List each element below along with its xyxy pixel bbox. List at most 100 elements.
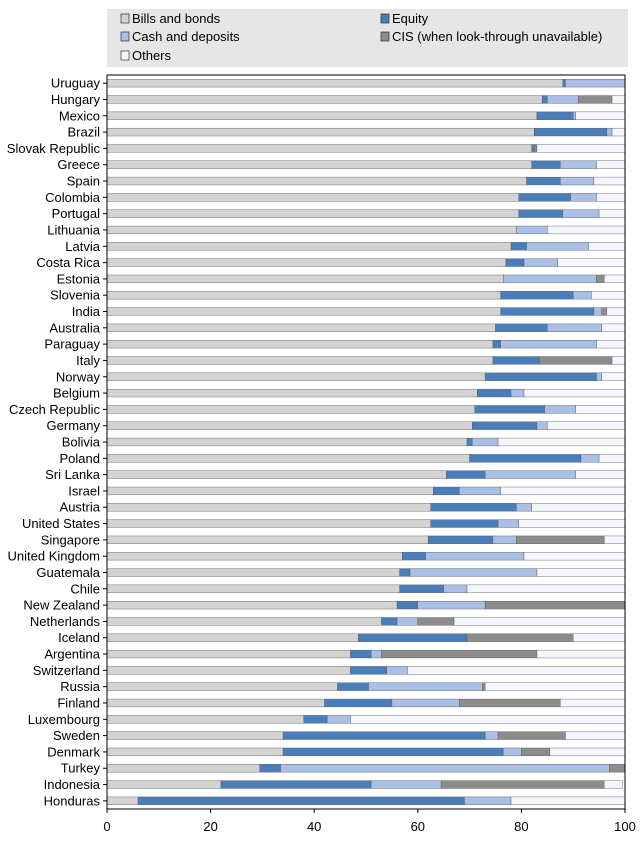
bar-segment-others-19 (523, 388, 626, 398)
bar-segment-others-41 (549, 747, 626, 757)
bar-segment-bills-and-bonds-29 (106, 552, 403, 561)
legend-swatch-3 (380, 31, 390, 42)
bar-segment-cash-and-deposits-31 (443, 584, 468, 593)
bar-segment-equity-13 (500, 291, 574, 300)
bar-segment-bills-and-bonds-12 (106, 274, 504, 284)
category-label: Argentina (44, 647, 100, 662)
category-label: Sri Lanka (45, 467, 101, 482)
bar-segment-cash-and-deposits-25 (459, 486, 501, 496)
bar-segment-bills-and-bonds-13 (106, 291, 501, 300)
bar-segment-cash-and-deposits-24 (484, 470, 576, 479)
bar-segment-others-23 (598, 454, 626, 463)
bar-segment-equity-35 (350, 649, 372, 659)
category-label: Uruguay (51, 76, 101, 91)
category-label: Germany (47, 418, 101, 433)
category-label: Belgium (53, 386, 100, 401)
bar-segment-bills-and-bonds-7 (106, 193, 520, 202)
bar-segment-bills-and-bonds-44 (106, 796, 139, 805)
bar-segment-cis-when-look-through-unavailable--35 (381, 649, 538, 659)
bar-segment-equity-4 (531, 144, 535, 153)
bar-segment-cash-and-deposits-19 (510, 388, 525, 398)
bar-segment-cis-when-look-through-unavailable--28 (516, 535, 605, 544)
bar-segment-cash-and-deposits-36 (386, 666, 408, 675)
bar-segment-others-38 (560, 698, 626, 708)
bar-segment-others-21 (547, 421, 626, 430)
bar-segment-bills-and-bonds-17 (106, 356, 494, 365)
bar-segment-bills-and-bonds-43 (106, 780, 222, 789)
bar-segment-others-12 (604, 274, 626, 284)
bar-segment-cash-and-deposits-7 (570, 193, 597, 202)
bar-segment-others-37 (484, 682, 626, 691)
bar-segment-others-29 (523, 552, 626, 561)
bar-segment-cash-and-deposits-13 (573, 291, 592, 300)
bar-segment-others-5 (596, 160, 626, 169)
category-label: Hungary (51, 92, 101, 107)
bar-segment-bills-and-bonds-30 (106, 568, 400, 577)
category-label: Poland (60, 451, 100, 466)
legend-label-4: Others (132, 48, 172, 63)
bar-segment-bills-and-bonds-11 (106, 258, 507, 267)
bar-segment-bills-and-bonds-33 (106, 617, 382, 626)
bar-segment-bills-and-bonds-40 (106, 731, 284, 740)
bar-segment-cis-when-look-through-unavailable--41 (521, 747, 551, 757)
bar-segment-bills-and-bonds-21 (106, 421, 473, 430)
category-label: United Kingdom (8, 549, 101, 564)
bar-segment-equity-18 (484, 372, 597, 381)
category-label: Estonia (57, 271, 101, 286)
category-label: Singapore (41, 532, 100, 547)
bar-segment-others-27 (518, 519, 626, 528)
bar-segment-cash-and-deposits-2 (573, 111, 576, 120)
bar-segment-bills-and-bonds-39 (106, 715, 305, 724)
bar-segment-cash-and-deposits-22 (471, 437, 499, 447)
bar-segment-equity-10 (510, 242, 527, 251)
bar-segment-others-2 (575, 111, 626, 120)
bar-segment-equity-22 (466, 437, 473, 447)
bar-segment-others-3 (611, 127, 626, 137)
bar-segment-cash-and-deposits-29 (425, 552, 525, 561)
bar-segment-bills-and-bonds-27 (106, 519, 431, 528)
category-label: Portugal (52, 206, 101, 221)
bar-segment-equity-16 (492, 340, 501, 349)
bar-segment-others-14 (606, 307, 626, 316)
bar-segment-cash-and-deposits-32 (417, 600, 486, 610)
bar-segment-bills-and-bonds-15 (106, 323, 496, 332)
category-label: Paraguay (44, 337, 100, 352)
bar-segment-others-39 (350, 715, 626, 724)
bar-segment-cash-and-deposits-16 (500, 340, 597, 349)
category-label: Australia (49, 320, 100, 335)
bar-segment-cash-and-deposits-3 (606, 127, 613, 137)
bar-segment-cash-and-deposits-10 (526, 242, 589, 251)
category-label: Finland (57, 695, 100, 710)
bar-segment-equity-26 (430, 503, 517, 512)
bar-segment-others-44 (510, 796, 626, 805)
bar-segment-others-28 (604, 535, 626, 544)
bar-segment-equity-30 (399, 568, 411, 577)
legend-label-0: Bills and bonds (132, 11, 221, 26)
bar-segment-cash-and-deposits-38 (391, 698, 460, 708)
bar-segment-cash-and-deposits-9 (516, 225, 548, 235)
bar-segment-bills-and-bonds-5 (106, 160, 532, 169)
bar-segment-bills-and-bonds-20 (106, 405, 475, 414)
bar-segment-bills-and-bonds-36 (106, 666, 351, 675)
bar-segment-cis-when-look-through-unavailable--33 (417, 617, 455, 626)
bar-segment-others-24 (575, 470, 626, 479)
bar-segment-equity-7 (518, 193, 571, 202)
category-label: Switzerland (33, 663, 100, 678)
bar-segment-cis-when-look-through-unavailable--37 (482, 682, 486, 691)
bar-segment-equity-23 (469, 454, 582, 463)
legend-label-3: CIS (when look-through unavailable) (392, 29, 602, 44)
category-label: Costa Rica (36, 255, 100, 270)
bar-segment-equity-31 (399, 584, 444, 593)
bar-segment-equity-41 (282, 747, 504, 757)
bar-segment-bills-and-bonds-14 (106, 307, 501, 316)
bar-segment-cis-when-look-through-unavailable--4 (534, 144, 538, 153)
bar-segment-equity-37 (337, 682, 369, 691)
bar-segment-cash-and-deposits-28 (492, 535, 517, 544)
category-label: Russia (60, 679, 101, 694)
bar-segment-equity-20 (474, 405, 545, 414)
bar-segment-others-26 (531, 503, 626, 512)
bar-segment-others-9 (547, 225, 626, 235)
bar-segment-equity-19 (477, 388, 512, 398)
bar-segment-bills-and-bonds-23 (106, 454, 470, 463)
legend-label-2: Cash and deposits (132, 29, 240, 44)
